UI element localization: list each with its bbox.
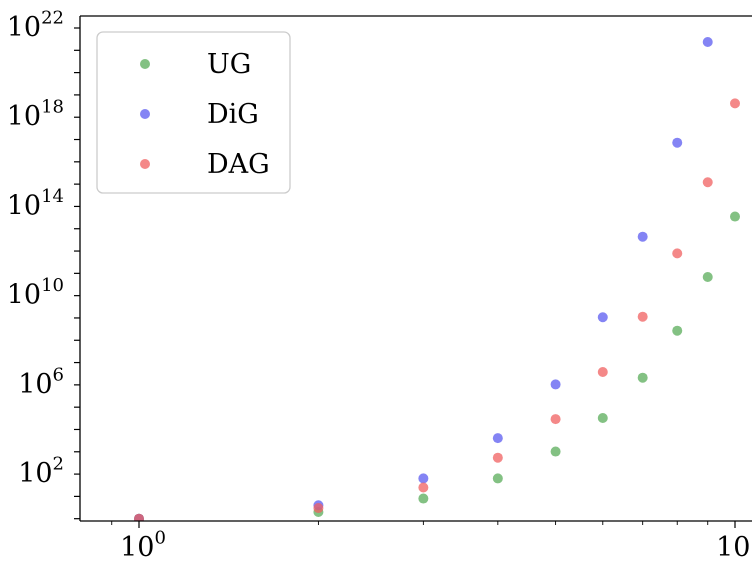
legend-label-ug: UG bbox=[207, 49, 251, 80]
y-tick-label-1e14-exponent: 14 bbox=[41, 186, 64, 207]
point-dag-1 bbox=[134, 513, 144, 521]
y-tick-label-1e22: 1022 bbox=[7, 7, 64, 43]
y-tick-label-1e6: 106 bbox=[18, 364, 64, 400]
point-ug-3 bbox=[418, 493, 429, 504]
x-tick-label-1e0-base: 10 bbox=[120, 532, 154, 561]
y-tick-label-1e14: 1014 bbox=[7, 186, 64, 222]
y-tick-label-1e22-base: 10 bbox=[7, 12, 41, 43]
y-tick-label-1e10-exponent: 10 bbox=[41, 275, 64, 296]
series-dag bbox=[134, 98, 740, 521]
point-dig-5 bbox=[550, 379, 561, 390]
point-dag-7 bbox=[637, 311, 648, 322]
legend-box bbox=[96, 31, 291, 194]
point-dig-9 bbox=[702, 36, 713, 47]
y-tick-label-1e2-base: 10 bbox=[18, 458, 52, 489]
point-ug-5 bbox=[550, 446, 561, 457]
point-dag-10 bbox=[730, 98, 740, 109]
y-tick-label-1e6-exponent: 6 bbox=[53, 364, 64, 385]
x-tick-label-1e0-exponent: 0 bbox=[154, 527, 165, 548]
point-dig-4 bbox=[492, 433, 503, 444]
point-dag-5 bbox=[550, 414, 561, 425]
point-ug-9 bbox=[702, 271, 713, 282]
y-tick-label-1e18: 1018 bbox=[7, 97, 64, 133]
y-tick-label-1e22-exponent: 22 bbox=[41, 7, 64, 28]
y-tick-label-1e10: 1010 bbox=[7, 275, 64, 311]
y-tick-label-1e2-exponent: 2 bbox=[53, 453, 64, 474]
y-tick-label-1e14-base: 10 bbox=[7, 190, 41, 221]
point-ug-4 bbox=[492, 473, 503, 484]
point-dag-3 bbox=[418, 482, 429, 493]
point-dig-8 bbox=[672, 137, 683, 148]
point-ug-10 bbox=[730, 211, 740, 222]
point-dag-6 bbox=[597, 366, 608, 377]
x-tick-label-1e1-base: 10 bbox=[716, 532, 750, 561]
x-tick-label-1e0: 100 bbox=[120, 527, 166, 561]
y-tick-label-1e2: 102 bbox=[18, 453, 64, 489]
y-tick-label-1e18-base: 10 bbox=[7, 101, 41, 132]
y-tick-label-1e6-base: 10 bbox=[18, 369, 52, 400]
legend-marker-dig bbox=[140, 109, 150, 119]
x-tick-label-1e1: 101 bbox=[716, 527, 752, 561]
point-dag-8 bbox=[672, 248, 683, 259]
legend: UG DiG DAG bbox=[96, 31, 291, 194]
data-points bbox=[134, 36, 740, 521]
point-dig-6 bbox=[597, 312, 608, 323]
legend-label-dig: DiG bbox=[207, 99, 259, 130]
point-ug-6 bbox=[597, 412, 608, 423]
point-dag-9 bbox=[702, 177, 713, 188]
x-tick-label-1e1-exponent: 1 bbox=[750, 527, 752, 548]
y-tick-label-1e10-base: 10 bbox=[7, 280, 41, 311]
point-dig-3 bbox=[418, 473, 429, 484]
y-tick-label-1e18-exponent: 18 bbox=[41, 97, 64, 118]
legend-marker-ug bbox=[140, 59, 150, 69]
legend-label-dag: DAG bbox=[207, 149, 270, 180]
point-dig-7 bbox=[637, 231, 648, 242]
axis-ticks: 1021061010101410181022100101 bbox=[7, 7, 752, 563]
point-dag-4 bbox=[492, 452, 503, 463]
point-ug-7 bbox=[637, 372, 648, 383]
legend-marker-dag bbox=[140, 159, 150, 169]
point-dag-2 bbox=[313, 503, 324, 514]
point-ug-8 bbox=[672, 325, 683, 336]
